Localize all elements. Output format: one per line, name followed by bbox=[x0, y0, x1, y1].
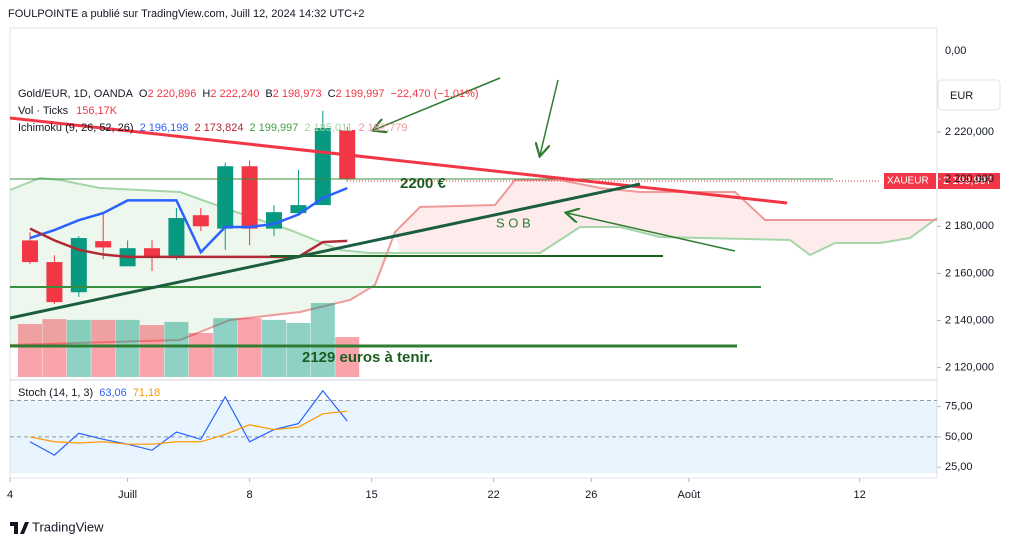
candle-body bbox=[314, 128, 331, 206]
stoch-line bbox=[29, 410, 348, 445]
volume-bar bbox=[262, 319, 287, 377]
volume-bar bbox=[91, 319, 116, 377]
volume-bar bbox=[237, 318, 262, 377]
candle-body bbox=[192, 215, 209, 227]
x-tick-label: 22 bbox=[488, 489, 500, 501]
y-tick-label: 50,00 bbox=[945, 431, 973, 443]
candle-body bbox=[266, 212, 283, 229]
volume-bar bbox=[42, 319, 67, 377]
legend-vol: Vol · Ticks 156,17K bbox=[18, 105, 118, 117]
candle-body bbox=[22, 240, 39, 263]
volume-bar bbox=[18, 323, 43, 377]
price-tag bbox=[938, 173, 1000, 189]
currency[interactable]: EUR bbox=[950, 90, 973, 102]
ichimoku-cloud bbox=[10, 176, 937, 346]
legend-ichimoku: Ichimoku (9, 26, 52, 26) 2 196,198 2 173,8… bbox=[18, 122, 407, 134]
x-tick-label: 8 bbox=[247, 489, 253, 501]
frame bbox=[9, 27, 938, 479]
y-tick-label: 2 220,000 bbox=[945, 126, 994, 138]
x-tick-label: Juill bbox=[118, 489, 137, 501]
candle-body bbox=[217, 166, 234, 229]
annotation: S O B bbox=[496, 215, 531, 230]
x-tick-label: Août bbox=[678, 489, 701, 501]
logo bbox=[10, 522, 29, 534]
x-tick-label: 15 bbox=[366, 489, 378, 501]
candle-body bbox=[144, 248, 161, 257]
legend-main: Gold/EUR, 1D, OANDA O2 220,896 H2 222,240 B… bbox=[18, 88, 479, 100]
volume-bar bbox=[164, 321, 189, 377]
volume-bar bbox=[310, 303, 335, 377]
volume-bar bbox=[286, 322, 311, 377]
price-tag bbox=[884, 173, 936, 189]
candle-body bbox=[168, 218, 185, 259]
drawings bbox=[10, 77, 880, 348]
y-tick-label: 2 180,000 bbox=[945, 220, 994, 232]
y-tick-label: 2 140,000 bbox=[945, 314, 994, 326]
volume-bar bbox=[213, 318, 238, 377]
y-tick-label: 2 120,000 bbox=[945, 361, 994, 373]
x-tick-label: 26 bbox=[585, 489, 597, 501]
price-tag-value: 2 199,997 bbox=[943, 175, 992, 187]
volume-bar bbox=[115, 319, 140, 377]
title: FOULPOINTE a publié sur TradingView.com,… bbox=[8, 8, 365, 20]
x-tick-label: 12 bbox=[854, 489, 866, 501]
currency-button[interactable] bbox=[937, 79, 1001, 111]
y-tick-label: 75,00 bbox=[945, 400, 973, 412]
y-tick-label: 25,00 bbox=[945, 461, 973, 473]
candle-body bbox=[241, 166, 258, 229]
y-tick-label: 2 160,000 bbox=[945, 267, 994, 279]
x-tick-label: 4 bbox=[7, 489, 13, 501]
ichimoku-tenkan bbox=[29, 186, 348, 255]
candle-body bbox=[95, 241, 112, 248]
y-tick-label: 2 200,000 bbox=[945, 173, 994, 185]
volume-bar bbox=[140, 325, 165, 377]
axis-top-label: 0,00 bbox=[945, 45, 966, 57]
volume-bar bbox=[335, 337, 360, 377]
candle-body bbox=[290, 205, 307, 214]
annotation: 2129 euros à tenir. bbox=[302, 349, 433, 366]
candle-body bbox=[46, 262, 63, 303]
annotation: 2200 € bbox=[400, 175, 447, 192]
volume-bar bbox=[188, 332, 213, 377]
stoch-line bbox=[29, 389, 348, 456]
price-tag-symbol: XAUEUR bbox=[887, 176, 929, 187]
brand: TradingView bbox=[32, 519, 104, 534]
volume-bar bbox=[66, 319, 91, 377]
candle-body bbox=[70, 238, 87, 293]
legend-stoch: Stoch (14, 1, 3) 63,06 71,18 bbox=[18, 387, 160, 399]
